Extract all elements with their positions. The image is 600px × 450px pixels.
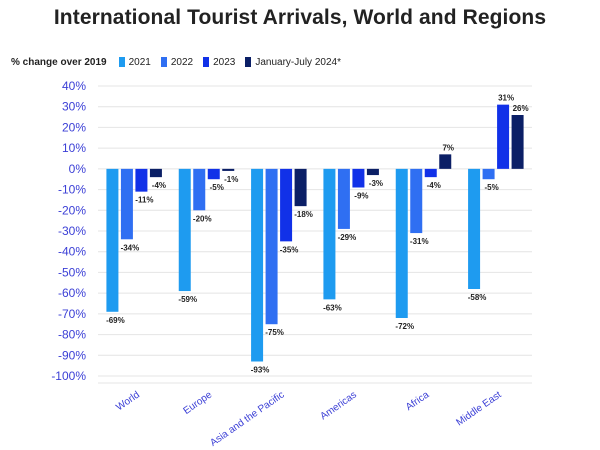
bar (106, 168, 119, 312)
legend-swatch (118, 57, 125, 67)
x-tick-label: World (114, 389, 142, 413)
legend-item-3: January-July 2024* (245, 57, 341, 68)
y-tick-label: -100% (51, 369, 86, 383)
data-label: -20% (193, 214, 212, 223)
data-label: -75% (265, 328, 284, 337)
bar (294, 168, 307, 207)
y-tick-label: -50% (58, 265, 86, 279)
data-label: -69% (106, 316, 125, 325)
x-tick-label: Europe (181, 389, 214, 417)
y-tick-label: 20% (62, 120, 86, 134)
bar (366, 168, 379, 176)
data-label: -72% (395, 322, 414, 331)
bar (149, 168, 162, 178)
y-tick-label: -40% (58, 245, 86, 259)
data-label: -29% (338, 233, 357, 242)
y-tick-label: -80% (58, 328, 86, 342)
bar (511, 115, 524, 169)
y-tick-label: -60% (58, 286, 86, 300)
y-tick-label: -30% (58, 224, 86, 238)
bar (222, 168, 235, 171)
legend-swatch (160, 57, 167, 67)
data-label: -63% (323, 303, 342, 312)
data-label: -3% (369, 179, 383, 188)
bar (439, 154, 452, 169)
data-label: -34% (121, 243, 140, 252)
data-label: -1% (224, 175, 238, 184)
legend-item-label: 2021 (128, 56, 151, 68)
bar (323, 168, 336, 300)
bar (468, 168, 481, 289)
bar (251, 168, 264, 362)
y-tick-label: -20% (58, 203, 86, 217)
data-label: -11% (135, 196, 153, 205)
legend-item-2: 2023 (203, 57, 235, 68)
legend-item-label: 2022 (170, 56, 194, 68)
bar (265, 168, 278, 325)
bar (352, 168, 365, 188)
y-tick-label: 40% (62, 79, 86, 93)
data-label: 31% (498, 94, 514, 103)
data-label: -31% (410, 237, 429, 246)
bar (395, 168, 408, 318)
legend-item-1: 2022 (160, 56, 194, 68)
y-tick-label: 10% (62, 141, 86, 155)
data-label: -59% (178, 295, 197, 304)
y-tick-label: -70% (58, 307, 86, 321)
legend-items: 2021 2022 2023 January-July 2024* (118, 56, 351, 68)
bar (482, 168, 495, 180)
x-tick-label: Americas (318, 389, 358, 422)
chart-title: International Tourist Arrivals, World an… (53, 6, 547, 29)
data-label: -5% (210, 183, 224, 192)
bar (497, 104, 510, 169)
y-tick-label: 30% (62, 100, 86, 114)
data-label: -18% (294, 210, 313, 219)
data-label: 26% (513, 104, 529, 113)
bar (120, 168, 133, 240)
legend-swatch (203, 57, 210, 67)
bar (337, 168, 350, 229)
legend-label: % change over 2019 (11, 56, 107, 68)
bar (410, 168, 423, 234)
data-label: 7% (442, 143, 454, 152)
data-label: -58% (468, 293, 487, 302)
data-label: -4% (427, 181, 441, 190)
y-tick-label: -10% (58, 183, 86, 197)
bar (207, 168, 220, 180)
bar (193, 168, 206, 211)
legend: % change over 2019 2021 2022 2023 January-J… (11, 54, 351, 70)
bar (135, 168, 148, 192)
y-tick-label: 0% (69, 162, 87, 176)
data-label: -5% (484, 183, 498, 192)
legend-item-0: 2021 (118, 56, 151, 68)
x-tick-label: Africa (404, 389, 432, 413)
data-label: -9% (354, 192, 368, 201)
legend-item-label: 2023 (213, 56, 236, 68)
legend-item-label: January-July 2024* (255, 56, 341, 68)
data-label: -35% (280, 245, 299, 254)
data-label: -93% (251, 366, 270, 375)
data-label: -4% (152, 181, 166, 190)
bar (280, 168, 293, 242)
bar (178, 168, 191, 292)
y-tick-label: -90% (58, 348, 86, 362)
legend-swatch (245, 57, 252, 67)
x-tick-label: Middle East (454, 389, 503, 428)
bar (424, 168, 437, 178)
x-tick-label: Asia and the Pacific (208, 389, 286, 448)
